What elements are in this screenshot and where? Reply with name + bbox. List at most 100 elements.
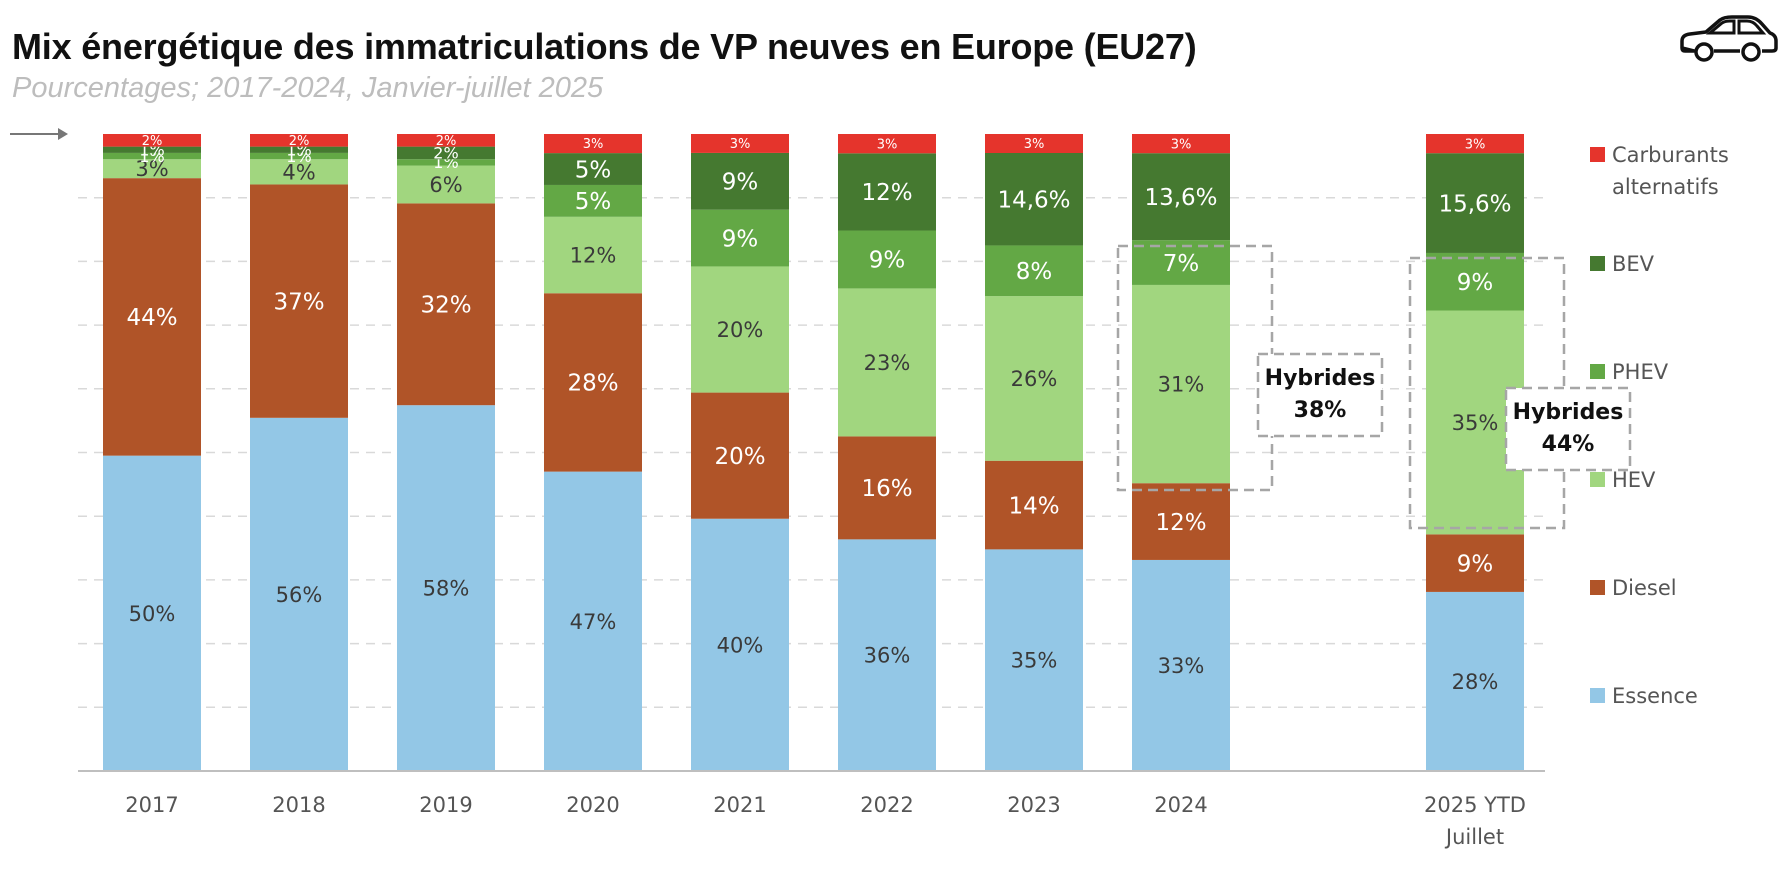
data-label: 3%: [583, 137, 604, 152]
x-tick-label: 2019: [419, 793, 472, 817]
legend-swatch: [1590, 580, 1605, 595]
hybrides-callout-box: [1504, 386, 1632, 472]
legend-swatch: [1590, 256, 1605, 271]
data-label: 9%: [1457, 551, 1494, 577]
data-label: 13,6%: [1144, 185, 1217, 211]
data-label: 12%: [1155, 510, 1206, 536]
x-tick-label: 2022: [860, 793, 913, 817]
legend-label: Essence: [1612, 684, 1698, 708]
x-tick-label: 2020: [566, 793, 619, 817]
data-label: 3%: [1024, 137, 1045, 152]
bar-diesel: [985, 460, 1083, 550]
bar-diesel: [397, 203, 495, 406]
bar-phev: [544, 184, 642, 217]
data-label: 2%: [289, 134, 310, 149]
bar-essence: [985, 549, 1083, 771]
data-label: 3%: [730, 137, 751, 152]
bar-bev: [985, 152, 1083, 246]
bar-hev: [397, 165, 495, 204]
data-label: 35%: [1011, 649, 1058, 673]
x-tick-label: 2025 YTD: [1424, 793, 1526, 817]
legend-swatch: [1590, 147, 1605, 162]
x-tick-label: 2018: [272, 793, 325, 817]
data-label: 15,6%: [1438, 191, 1511, 217]
bar-bev: [1132, 153, 1230, 241]
bar-carburants-alternatifs: [691, 134, 789, 153]
data-label: 14,6%: [997, 187, 1070, 213]
legend-label: Diesel: [1612, 576, 1677, 600]
bar-diesel: [691, 392, 789, 519]
bar-hev: [691, 266, 789, 393]
bar-carburants-alternatifs: [544, 134, 642, 154]
data-label: 9%: [869, 248, 906, 274]
data-label: 31%: [1158, 373, 1205, 397]
bar-carburants-alternatifs: [103, 134, 201, 147]
bar-phev: [1426, 252, 1524, 311]
data-label: 37%: [273, 289, 324, 315]
legend-swatch: [1590, 364, 1605, 379]
data-label: 58%: [423, 577, 470, 601]
bar-bev: [1426, 153, 1524, 253]
data-label: 12%: [570, 244, 617, 268]
bar-phev: [103, 152, 201, 160]
data-label: 50%: [129, 602, 176, 626]
x-tick-label: 2017: [125, 793, 178, 817]
data-label: 2%: [142, 134, 163, 149]
data-label: 3%: [1171, 137, 1192, 152]
bar-hev: [250, 159, 348, 185]
data-label: 14%: [1008, 493, 1059, 519]
legend-label: alternatifs: [1612, 175, 1719, 199]
bar-phev: [985, 245, 1083, 297]
data-label: 32%: [420, 293, 471, 319]
data-label: 3%: [877, 137, 898, 152]
data-label: 5%: [575, 189, 612, 215]
bar-hev: [985, 296, 1083, 461]
bar-diesel: [1132, 483, 1230, 560]
hybrides-callout-text: Hybrides: [1265, 366, 1376, 391]
data-label: 40%: [717, 633, 764, 657]
legend-label: HEV: [1612, 468, 1656, 492]
x-tick-label: 2024: [1154, 793, 1207, 817]
data-label: 7%: [1163, 251, 1200, 277]
data-label: 6%: [429, 173, 462, 197]
bar-essence: [250, 417, 348, 771]
bar-hev: [1132, 284, 1230, 484]
hybrides-callout-text: 44%: [1542, 432, 1595, 457]
data-label: 56%: [276, 583, 323, 607]
data-label: 20%: [717, 318, 764, 342]
bar-bev: [544, 153, 642, 185]
data-label: 47%: [570, 610, 617, 634]
data-label: 16%: [861, 476, 912, 502]
data-label: 4%: [282, 160, 315, 184]
legend-label: Carburants: [1612, 143, 1729, 167]
bar-carburants-alternatifs: [250, 134, 348, 147]
chart-subtitle: Pourcentages; 2017-2024, Janvier-juillet…: [12, 72, 604, 104]
bar-hev: [544, 216, 642, 294]
data-label: 44%: [126, 305, 177, 331]
bar-phev: [1132, 240, 1230, 285]
bar-carburants-alternatifs: [397, 134, 495, 147]
hybrides-callout-box: [1256, 352, 1384, 438]
bar-hev: [838, 288, 936, 437]
hybrides-callout-text: Hybrides: [1513, 400, 1624, 425]
data-label: 2%: [433, 144, 458, 163]
bar-bev: [691, 152, 789, 210]
bar-bev: [103, 146, 201, 153]
bar-hev: [103, 159, 201, 179]
data-label: 26%: [1011, 367, 1058, 391]
bar-diesel: [1426, 534, 1524, 592]
bar-diesel: [250, 184, 348, 418]
pointer-arrow-head: [58, 128, 68, 140]
bar-essence: [544, 471, 642, 771]
bar-carburants-alternatifs: [985, 134, 1083, 153]
bar-bev: [250, 146, 348, 153]
bar-essence: [103, 455, 201, 771]
data-label: 20%: [714, 444, 765, 470]
hybrides-callout-text: 38%: [1294, 398, 1347, 423]
data-label: 9%: [1457, 270, 1494, 296]
bar-phev: [250, 152, 348, 160]
data-label: 36%: [864, 644, 911, 668]
legend-swatch: [1590, 688, 1605, 703]
data-label: 9%: [722, 226, 759, 252]
